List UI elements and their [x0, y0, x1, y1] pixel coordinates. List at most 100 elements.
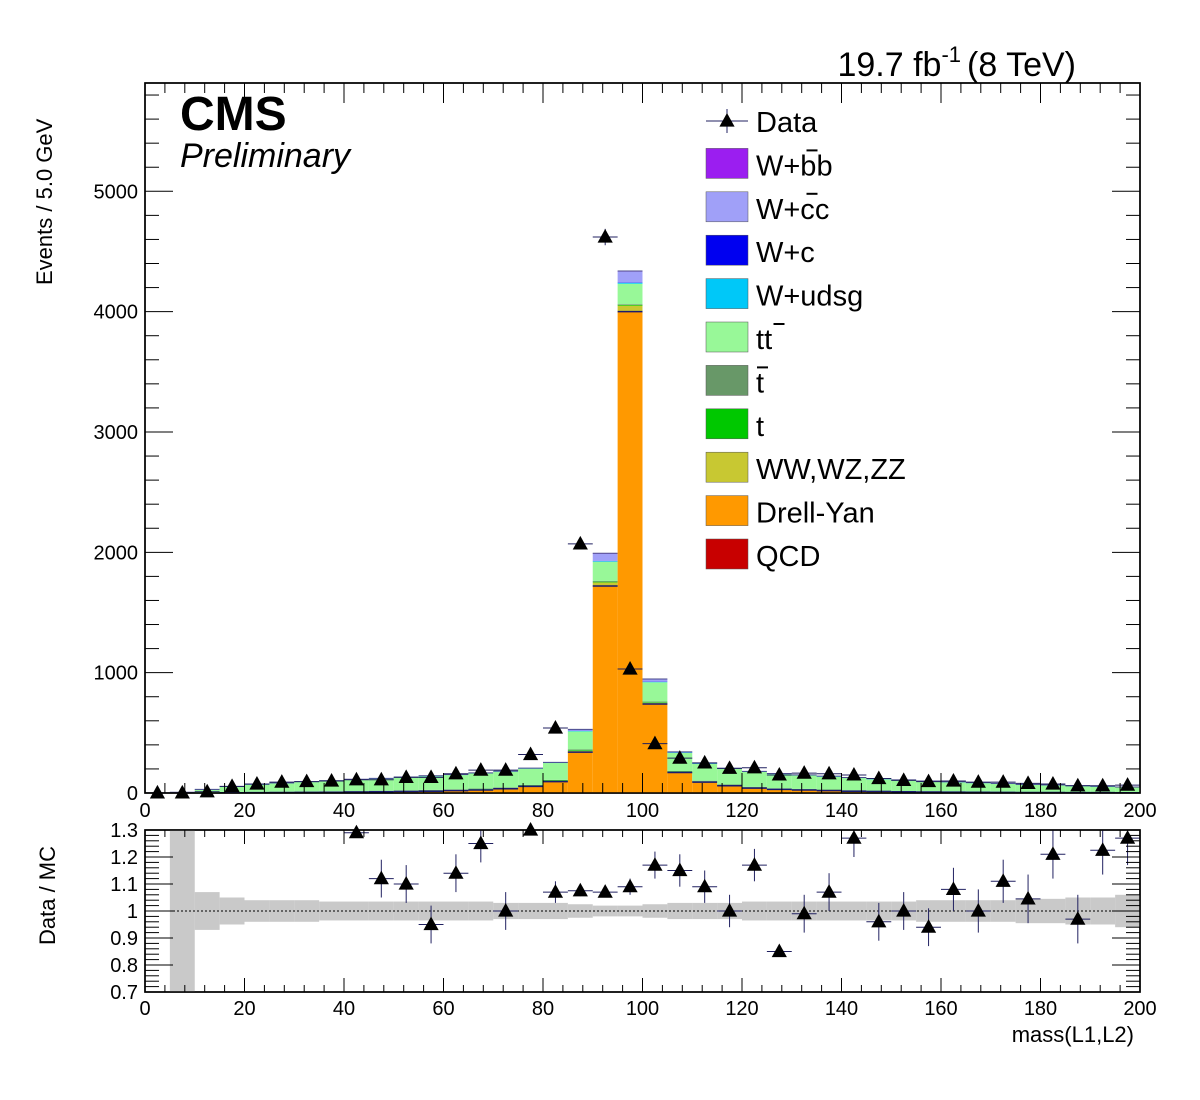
data-point-4	[249, 775, 265, 790]
data-point-28	[846, 766, 862, 781]
bar-ttbar-11	[418, 776, 444, 790]
bar-tbar-14	[493, 787, 519, 788]
data-point-35	[1020, 775, 1036, 789]
ratio-y-tick-label-2: 0.9	[110, 928, 138, 950]
bar-ttbar-32	[941, 782, 966, 792]
data-point-31	[920, 773, 937, 788]
data-point-17	[572, 535, 588, 550]
mc-band-bin-15	[543, 902, 568, 920]
ratio-x-tick-label-7: 140	[825, 998, 858, 1020]
legend-label-1: W+bb	[756, 150, 833, 182]
ratio-point-10	[597, 884, 613, 898]
mc-band-bin-2	[219, 897, 245, 925]
bar-t-20	[642, 702, 668, 703]
ratio-point-17	[771, 943, 787, 958]
ratio-point-24	[945, 881, 962, 895]
mc-band-bin-6	[319, 901, 344, 921]
ratio-x-tick-label-8: 160	[924, 998, 957, 1020]
legend-swatch-3	[705, 234, 749, 266]
legend-swatch-10	[705, 538, 749, 570]
bar-tbar-19	[617, 304, 643, 305]
mc-band-bin-3	[244, 900, 270, 922]
bar-drell-yan-21	[667, 772, 693, 793]
bar-ttbar-29	[866, 779, 892, 791]
data-point-3	[224, 778, 240, 792]
bar-ttbar-20	[642, 682, 668, 702]
bar-ttbar-28	[841, 778, 867, 791]
legend-label-9: Drell-Yan	[756, 498, 875, 530]
legend-label-7: t	[756, 411, 764, 443]
ratio-panel: 0 20 40 60 80 100 120 140 160 180 200 0.7 0.8 0.9 1 1.1…	[35, 820, 1157, 1047]
bar-tbar-23	[717, 784, 742, 786]
ratio-point-29	[1070, 911, 1086, 925]
bar-ttbar-24	[742, 771, 767, 787]
legend-label-2: W+cc	[756, 194, 829, 226]
data-point-39	[1119, 777, 1136, 791]
ratio-x-tick-label-2: 40	[333, 998, 355, 1020]
main-y-axis-label: Events / 5.0 GeV	[32, 118, 57, 285]
ratio-point-3	[423, 916, 439, 931]
bar-ttbar-16	[543, 763, 568, 780]
cms-label: CMS	[180, 88, 287, 141]
bar-drell-yan-25	[766, 789, 792, 793]
main-x-tick-label-6: 120	[725, 800, 758, 822]
main-y-tick-label-5: 5000	[94, 181, 139, 203]
bar-w-cc-18	[592, 553, 618, 561]
legend-label-10: QCD	[756, 541, 820, 573]
legend-label-6: t	[756, 367, 764, 399]
bar-drell-yan-17	[567, 752, 593, 793]
ratio-y-tick-label-5: 1.2	[110, 847, 138, 869]
main-x-tick-label-3: 60	[432, 800, 454, 822]
bar-tbar-17	[567, 749, 593, 751]
ratio-y-tick-label-1: 0.8	[110, 955, 138, 977]
bar-drell-yan-12	[443, 790, 469, 793]
bar-t-18	[592, 581, 618, 583]
data-point-26	[796, 765, 812, 779]
bar-tbar-16	[543, 779, 568, 781]
ratio-point-14	[697, 878, 713, 893]
bar-tbar-22	[692, 780, 718, 782]
legend-label-part-b-6: t	[756, 367, 764, 399]
legend-swatch-1	[705, 148, 749, 179]
main-x-tick-label-4: 80	[532, 800, 554, 822]
mc-band-bin-11	[443, 901, 469, 921]
ratio-x-tick-label-4: 80	[532, 998, 554, 1020]
ratio-point-25	[970, 903, 986, 917]
main-x-tick-label-9: 180	[1024, 800, 1057, 822]
data-point-33	[970, 774, 986, 788]
mc-band-bin-7	[344, 901, 369, 921]
data-point-30	[896, 772, 912, 786]
data-point-23	[721, 760, 738, 774]
data-point-1	[174, 784, 190, 799]
data-point-13	[473, 762, 489, 776]
bar-t-17	[567, 750, 593, 751]
legend-label-3: W+c	[756, 237, 815, 269]
data-point-7	[323, 772, 340, 787]
ratio-point-12	[647, 857, 663, 871]
lumi-exponent: -1	[941, 42, 961, 67]
ratio-point-23	[920, 919, 937, 933]
data-point-37	[1070, 777, 1086, 792]
ratio-data-points	[344, 822, 1140, 958]
main-y-tick-label-2: 2000	[94, 542, 139, 564]
bar-ttbar-13	[468, 773, 494, 789]
bar-ttbar-26	[791, 775, 817, 789]
ratio-point-21	[871, 913, 887, 928]
legend-label-4: W+udsg	[756, 281, 863, 313]
ratio-plot-border	[144, 829, 1141, 993]
bar-drell-yan-11	[418, 791, 444, 793]
legend-label-part-a-1: W+b	[756, 150, 816, 182]
mc-band-bin-20	[667, 902, 693, 920]
bar-tbar-20	[642, 701, 668, 703]
ratio-y-tick-label-3: 1	[127, 901, 138, 923]
bar-ttbar-25	[766, 774, 792, 789]
bar-tbar-12	[443, 789, 469, 790]
legend-label-part-a-5: t	[756, 324, 764, 356]
ratio-x-tick-label-6: 120	[725, 998, 758, 1020]
ratio-x-tick-label-10: 200	[1123, 998, 1156, 1020]
data-point-2	[199, 783, 215, 798]
bar-tbar-15	[518, 784, 543, 786]
mc-band-bin-24	[766, 901, 792, 921]
ratio-point-13	[672, 862, 688, 877]
ratio-point-16	[746, 857, 763, 871]
